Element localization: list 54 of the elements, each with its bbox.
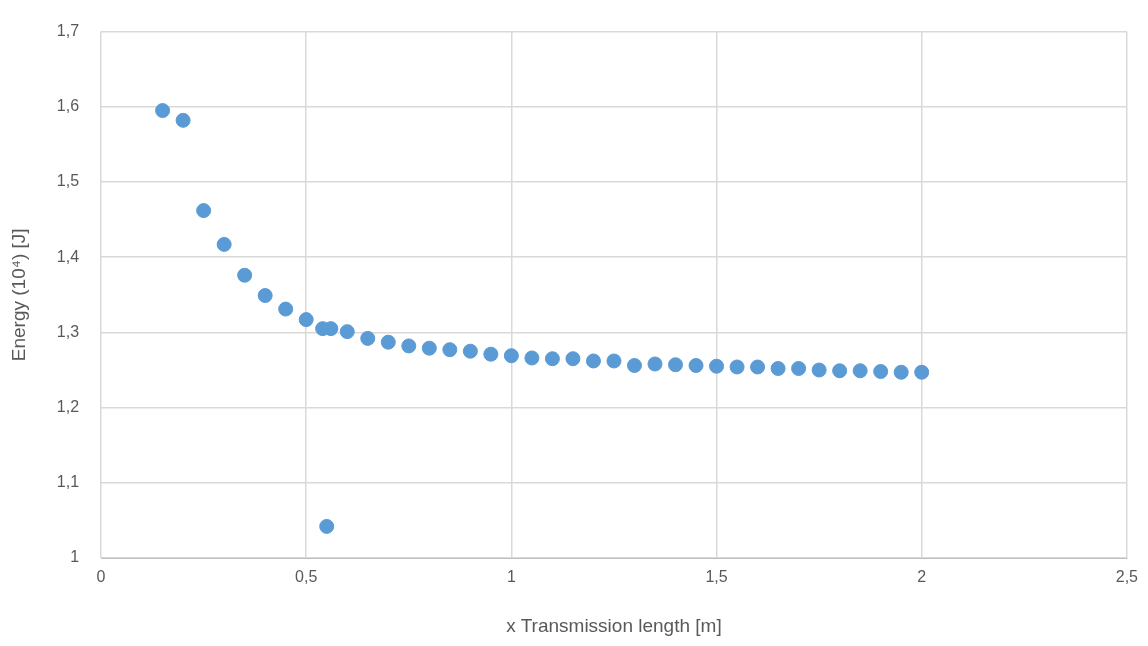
point [668, 357, 684, 373]
x-tick-label: 1,5 [705, 568, 728, 586]
point [770, 361, 786, 376]
y-tick-label: 1,2 [56, 398, 80, 416]
point [155, 103, 171, 119]
y-tick-label: 1,5 [56, 172, 80, 190]
y-tick-label: 1,3 [56, 322, 80, 340]
point [524, 350, 540, 366]
y-tick-label: 1,6 [56, 97, 80, 115]
x-tick-label: 1 [506, 568, 516, 586]
point [791, 361, 807, 376]
point [298, 312, 314, 328]
point [647, 356, 663, 372]
point [462, 343, 478, 359]
point [729, 359, 745, 375]
point [319, 518, 335, 534]
point [503, 348, 519, 364]
point [565, 351, 581, 367]
point [585, 353, 601, 369]
point [873, 364, 889, 379]
x-axis-title: x Transmission length [m] [506, 614, 722, 636]
y-tick-label: 1 [70, 548, 80, 566]
point [832, 363, 848, 379]
y-tick-label: 1,4 [56, 247, 80, 265]
point [278, 301, 294, 317]
point [483, 346, 499, 362]
point [688, 357, 704, 373]
point [196, 203, 212, 219]
point [421, 340, 437, 356]
point [339, 324, 355, 340]
y-tick-label: 1,1 [56, 473, 80, 491]
point [380, 334, 396, 350]
point [544, 351, 560, 367]
point [360, 330, 376, 346]
x-tick-label: 0,5 [295, 568, 318, 586]
y-tick-label: 1,7 [56, 22, 80, 40]
x-tick-label: 0 [96, 568, 106, 586]
point [442, 342, 458, 358]
point [626, 357, 642, 373]
point [750, 359, 766, 375]
point [914, 364, 930, 380]
point [401, 338, 417, 354]
y-axis-title: Energy (10⁴) [J] [7, 228, 29, 362]
point [709, 358, 725, 374]
x-tick-label: 2 [917, 568, 927, 586]
point [606, 353, 622, 369]
point [257, 288, 273, 304]
point [175, 112, 191, 128]
x-tick-label: 2,5 [1115, 568, 1139, 586]
point [237, 267, 253, 283]
point [852, 363, 868, 379]
point [811, 362, 827, 378]
point [893, 364, 909, 380]
point [216, 236, 232, 252]
